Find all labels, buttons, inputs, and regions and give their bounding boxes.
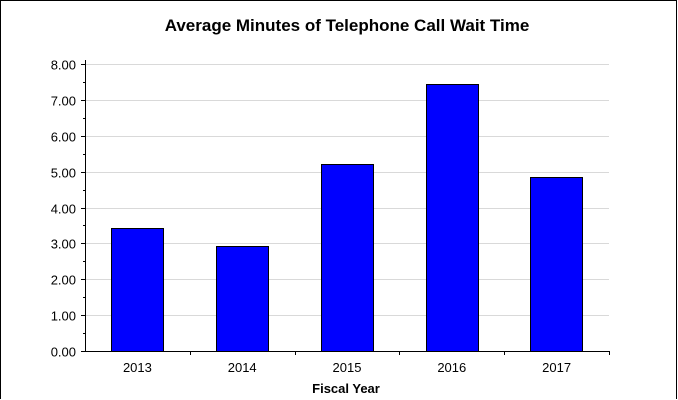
axes <box>81 60 610 355</box>
x-tick-label: 2013 <box>123 360 152 375</box>
y-tick-label: 7.00 <box>51 94 76 109</box>
y-tick-label: 1.00 <box>51 309 76 324</box>
x-tick-label: 2014 <box>228 360 257 375</box>
chart-title: Average Minutes of Telephone Call Wait T… <box>164 16 530 35</box>
y-tick-label: 5.00 <box>51 166 76 181</box>
y-tick-label: 0.00 <box>51 345 76 360</box>
tick-labels: 0.00 1.00 2.00 3.00 4.00 5.00 6.00 7.00 8.00 2013… <box>51 58 571 376</box>
x-tick-label: 2017 <box>542 360 571 375</box>
bar-2017 <box>530 177 583 352</box>
bar-2013 <box>111 228 164 352</box>
bars <box>111 84 583 352</box>
bar-2016 <box>426 84 479 352</box>
bar-2014 <box>216 246 269 352</box>
x-tick-label: 2016 <box>437 360 466 375</box>
x-axis-title: Fiscal Year <box>312 381 380 396</box>
y-tick-label: 8.00 <box>51 58 76 73</box>
bar-2015 <box>321 164 374 352</box>
x-tick-label: 2015 <box>333 360 362 375</box>
y-tick-label: 3.00 <box>51 237 76 252</box>
y-tick-label: 2.00 <box>51 273 76 288</box>
y-tick-label: 6.00 <box>51 130 76 145</box>
y-tick-label: 4.00 <box>51 202 76 217</box>
